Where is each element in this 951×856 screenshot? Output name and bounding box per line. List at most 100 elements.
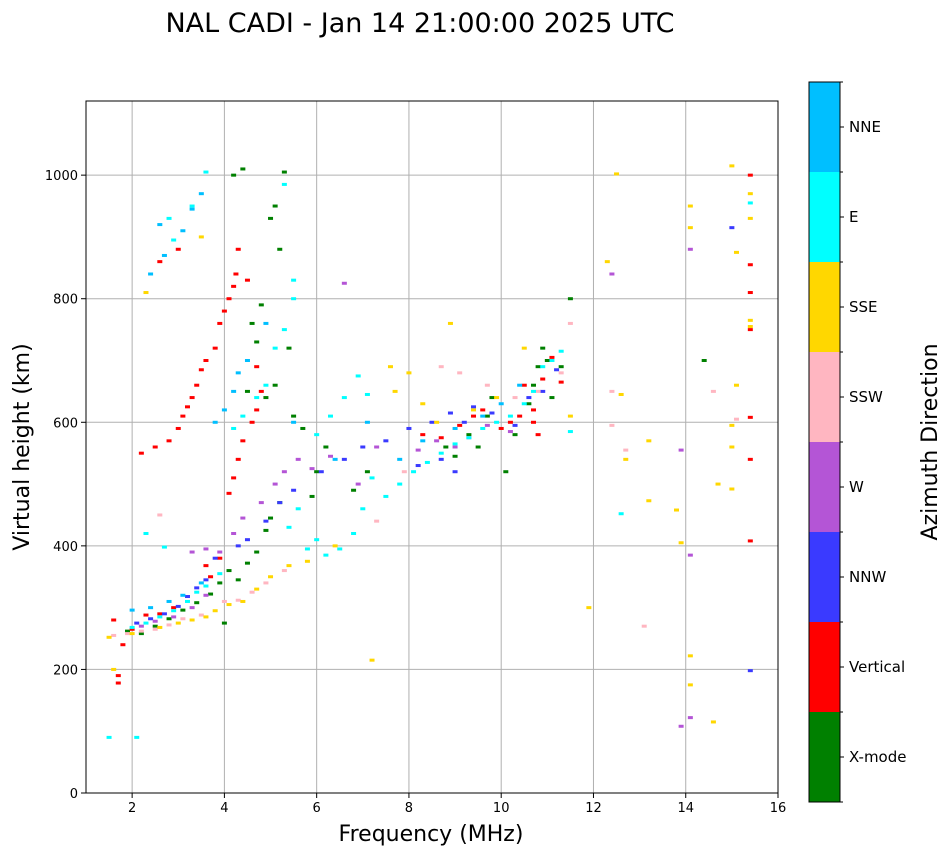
data-point: [281, 470, 287, 474]
data-point: [549, 396, 555, 400]
colorbar-segment: [809, 82, 840, 172]
data-point: [244, 561, 250, 565]
data-point: [203, 615, 209, 619]
x-tick-label: 16: [770, 801, 787, 816]
data-point: [429, 420, 435, 424]
series-w: [138, 247, 693, 728]
data-point: [203, 359, 209, 362]
data-point: [480, 408, 486, 412]
data-point: [447, 321, 453, 325]
colorbar-frame: [808, 81, 841, 803]
data-point: [152, 445, 158, 449]
data-point: [277, 501, 283, 505]
data-point: [244, 389, 250, 393]
data-point: [254, 396, 260, 400]
data-point: [415, 464, 421, 468]
data-point: [397, 482, 403, 486]
data-point: [295, 507, 301, 511]
data-point: [341, 281, 347, 285]
colorbar-label: SSW: [849, 388, 883, 406]
data-point: [567, 430, 573, 434]
data-point: [180, 617, 186, 621]
data-point: [526, 402, 532, 406]
data-point: [203, 593, 209, 597]
data-point: [221, 621, 227, 625]
data-point: [208, 575, 214, 579]
data-point: [249, 321, 255, 325]
grid: [86, 101, 779, 794]
data-point: [434, 439, 440, 443]
data-point: [747, 263, 753, 267]
data-point: [291, 420, 297, 424]
data-point: [152, 627, 158, 631]
data-point: [212, 609, 218, 613]
series-sse: [106, 164, 753, 724]
data-point: [235, 598, 241, 602]
data-point: [244, 538, 250, 542]
data-point: [184, 599, 190, 603]
data-point: [272, 383, 278, 387]
data-point: [406, 426, 412, 430]
data-point: [171, 606, 177, 610]
data-point: [452, 426, 458, 430]
data-point: [244, 278, 250, 282]
data-point: [304, 559, 310, 563]
data-point: [558, 380, 564, 384]
data-point: [535, 433, 541, 437]
data-point: [747, 415, 753, 419]
data-point: [406, 371, 412, 375]
data-point: [733, 417, 739, 421]
data-point: [254, 365, 260, 369]
data-point: [281, 170, 287, 174]
data-point: [323, 553, 329, 557]
data-point: [480, 414, 486, 418]
data-point: [263, 528, 269, 532]
data-point: [277, 247, 283, 251]
data-point: [235, 247, 241, 251]
data-point: [401, 470, 407, 474]
data-point: [166, 623, 172, 627]
data-point: [733, 250, 739, 254]
data-point: [360, 445, 366, 449]
data-point: [484, 414, 490, 418]
data-point: [263, 396, 269, 400]
data-point: [540, 377, 546, 381]
y-tick-label: 0: [70, 787, 78, 802]
data-point: [747, 173, 753, 177]
data-point: [369, 476, 375, 480]
plot-frame: [85, 100, 779, 794]
data-point: [471, 408, 477, 412]
data-point: [166, 617, 172, 621]
data-point: [198, 368, 204, 372]
data-point: [369, 658, 375, 662]
data-point: [180, 608, 186, 612]
y-axis-title: Virtual height (km): [10, 343, 35, 550]
colorbar-segment: [809, 532, 840, 622]
data-point: [203, 547, 209, 551]
data-point: [687, 247, 693, 251]
data-point: [747, 457, 753, 461]
data-point: [355, 374, 361, 378]
data-point: [138, 624, 144, 628]
data-point: [166, 599, 172, 603]
data-point: [272, 346, 278, 350]
data-point: [217, 572, 223, 576]
data-points: [106, 164, 753, 739]
data-point: [194, 590, 200, 594]
data-point: [309, 494, 315, 498]
data-point: [558, 349, 564, 353]
data-point: [240, 599, 246, 603]
data-point: [512, 423, 518, 427]
data-point: [434, 420, 440, 424]
data-point: [157, 612, 163, 616]
colorbar-label: X-mode: [849, 748, 906, 766]
data-point: [341, 396, 347, 400]
data-point: [489, 396, 495, 400]
data-point: [498, 426, 504, 430]
data-point: [544, 359, 550, 362]
data-point: [420, 433, 426, 437]
data-point: [221, 599, 227, 603]
data-point: [678, 448, 684, 452]
data-point: [452, 454, 458, 458]
data-point: [337, 547, 343, 551]
